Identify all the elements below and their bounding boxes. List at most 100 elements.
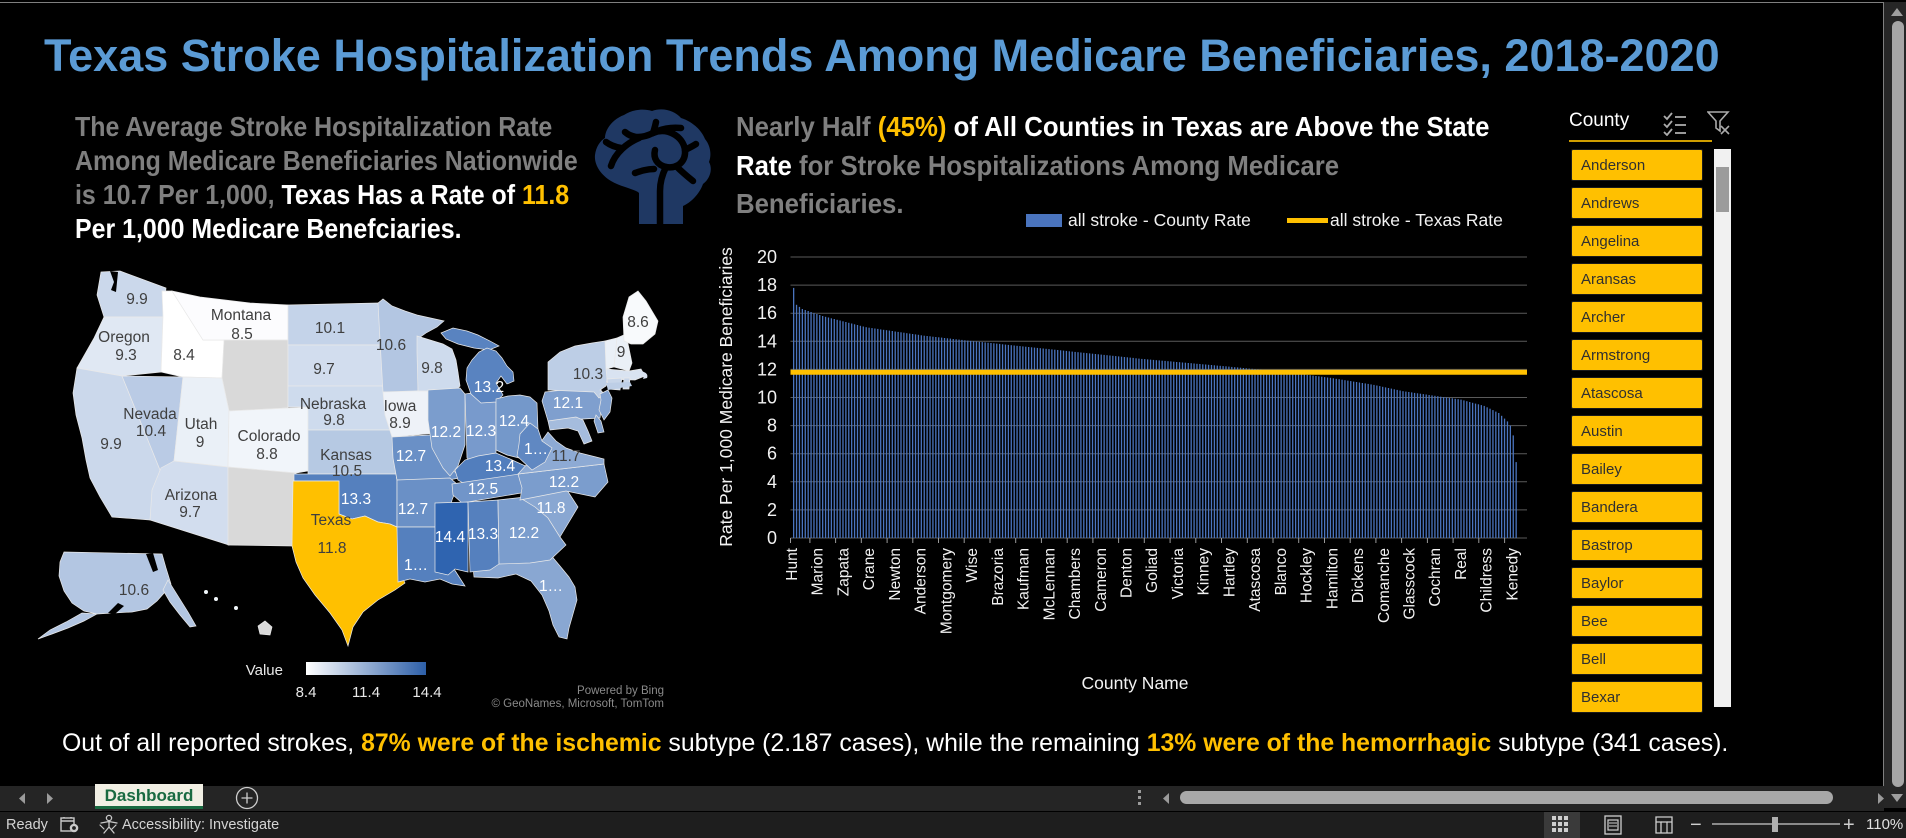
svg-text:12.2: 12.2 <box>549 474 579 491</box>
svg-text:13.4: 13.4 <box>485 458 516 475</box>
svg-text:9: 9 <box>196 434 205 451</box>
svg-text:Zapata: Zapata <box>836 548 853 597</box>
svg-text:8.8: 8.8 <box>256 446 278 463</box>
svg-text:Hamilton: Hamilton <box>1324 548 1341 609</box>
svg-text:Atascosa: Atascosa <box>1247 548 1264 612</box>
svg-text:2: 2 <box>767 500 777 520</box>
svg-text:Arizona: Arizona <box>165 487 218 504</box>
svg-text:13.3: 13.3 <box>341 491 371 508</box>
svg-text:1…: 1… <box>539 578 563 595</box>
svg-text:Rate Per 1,000 Medicare Benefi: Rate Per 1,000 Medicare Beneficiaries <box>716 247 736 547</box>
svg-text:8.6: 8.6 <box>627 314 649 331</box>
svg-text:Chambers: Chambers <box>1067 548 1084 620</box>
svg-text:12.7: 12.7 <box>398 501 428 518</box>
svg-text:11.4: 11.4 <box>352 684 380 701</box>
svg-text:© GeoNames, Microsoft, TomTom: © GeoNames, Microsoft, TomTom <box>492 698 665 710</box>
svg-text:Iowa: Iowa <box>384 398 417 415</box>
svg-text:Nevada: Nevada <box>123 406 177 423</box>
svg-text:12.1: 12.1 <box>553 395 583 412</box>
svg-text:9.7: 9.7 <box>313 361 335 378</box>
svg-text:9.9: 9.9 <box>126 291 148 308</box>
svg-text:County Name: County Name <box>1082 673 1189 693</box>
svg-text:Childress: Childress <box>1479 548 1496 613</box>
svg-text:Comanche: Comanche <box>1376 548 1393 623</box>
svg-text:18: 18 <box>757 275 777 295</box>
svg-text:Anderson: Anderson <box>913 548 930 614</box>
svg-text:8: 8 <box>767 416 777 436</box>
svg-text:Value: Value <box>246 662 283 679</box>
svg-text:Denton: Denton <box>1119 548 1136 598</box>
svg-text:Victoria: Victoria <box>1170 548 1187 600</box>
svg-text:13.2: 13.2 <box>474 379 504 396</box>
svg-text:4: 4 <box>767 472 777 492</box>
svg-text:11.7: 11.7 <box>551 448 580 465</box>
svg-text:8.9: 8.9 <box>389 415 411 432</box>
svg-text:Colorado: Colorado <box>238 428 301 445</box>
svg-text:9.9: 9.9 <box>100 436 122 453</box>
svg-text:14.4: 14.4 <box>412 684 441 701</box>
svg-text:10.3: 10.3 <box>573 366 603 383</box>
svg-text:13.3: 13.3 <box>468 526 498 543</box>
svg-text:1…: 1… <box>404 557 428 574</box>
svg-text:all stroke - County Rate: all stroke - County Rate <box>1068 210 1251 230</box>
svg-text:Montgomery: Montgomery <box>938 548 955 634</box>
svg-text:12.2: 12.2 <box>431 424 461 441</box>
svg-text:Goliad: Goliad <box>1144 548 1161 593</box>
svg-text:Texas: Texas <box>311 512 352 529</box>
svg-text:8.5: 8.5 <box>231 326 253 343</box>
svg-text:10.4: 10.4 <box>136 423 167 440</box>
svg-text:12.4: 12.4 <box>499 413 530 430</box>
svg-text:12.2: 12.2 <box>509 525 539 542</box>
svg-text:10.1: 10.1 <box>315 320 345 337</box>
svg-text:14.4: 14.4 <box>435 529 466 546</box>
svg-text:Hockley: Hockley <box>1299 548 1316 603</box>
svg-text:Blanco: Blanco <box>1273 548 1290 595</box>
svg-text:Oregon: Oregon <box>98 329 150 346</box>
svg-text:Powered by Bing: Powered by Bing <box>577 685 664 697</box>
svg-text:Cameron: Cameron <box>1093 548 1110 612</box>
svg-text:11.8: 11.8 <box>317 540 346 557</box>
svg-text:9: 9 <box>617 344 626 361</box>
svg-text:Marion: Marion <box>810 548 827 595</box>
svg-text:11.8: 11.8 <box>536 500 565 517</box>
svg-text:10.6: 10.6 <box>376 337 406 354</box>
svg-text:12: 12 <box>757 359 777 379</box>
svg-text:Cochran: Cochran <box>1427 548 1444 607</box>
svg-text:9.8: 9.8 <box>323 412 345 429</box>
svg-text:Kinney: Kinney <box>1196 548 1213 596</box>
svg-text:Newton: Newton <box>887 548 904 601</box>
svg-text:Nebraska: Nebraska <box>300 396 367 413</box>
svg-text:10.6: 10.6 <box>119 582 149 599</box>
svg-text:20: 20 <box>757 247 777 267</box>
svg-text:Crane: Crane <box>861 548 878 590</box>
svg-text:8.4: 8.4 <box>296 684 317 701</box>
svg-text:6: 6 <box>767 444 777 464</box>
svg-text:9.3: 9.3 <box>115 347 137 364</box>
svg-text:9.8: 9.8 <box>421 360 443 377</box>
svg-text:Hunt: Hunt <box>784 547 801 580</box>
svg-text:12.3: 12.3 <box>466 423 496 440</box>
svg-text:14: 14 <box>757 331 777 351</box>
svg-text:Kaufman: Kaufman <box>1016 548 1033 610</box>
svg-text:Real: Real <box>1453 548 1470 580</box>
svg-text:Kenedy: Kenedy <box>1504 548 1521 601</box>
svg-text:16: 16 <box>757 303 777 323</box>
svg-text:12.5: 12.5 <box>468 481 498 498</box>
svg-text:Brazoria: Brazoria <box>990 548 1007 606</box>
svg-text:10.5: 10.5 <box>332 463 362 480</box>
svg-text:Dickens: Dickens <box>1350 548 1367 603</box>
svg-text:1…: 1… <box>524 441 548 458</box>
svg-text:10: 10 <box>757 388 777 408</box>
svg-text:Glasscock: Glasscock <box>1402 548 1419 620</box>
svg-text:McLennan: McLennan <box>1041 548 1058 620</box>
svg-text:8.4: 8.4 <box>173 347 195 364</box>
svg-text:all stroke - Texas Rate: all stroke - Texas Rate <box>1330 210 1503 230</box>
svg-text:9.7: 9.7 <box>179 504 201 521</box>
svg-text:12.7: 12.7 <box>396 448 426 465</box>
svg-text:Wise: Wise <box>964 548 981 582</box>
svg-text:Kansas: Kansas <box>320 447 372 464</box>
svg-text:Utah: Utah <box>185 416 218 433</box>
svg-text:Hartley: Hartley <box>1221 548 1238 597</box>
svg-text:0: 0 <box>767 528 777 548</box>
svg-text:Montana: Montana <box>211 307 272 324</box>
